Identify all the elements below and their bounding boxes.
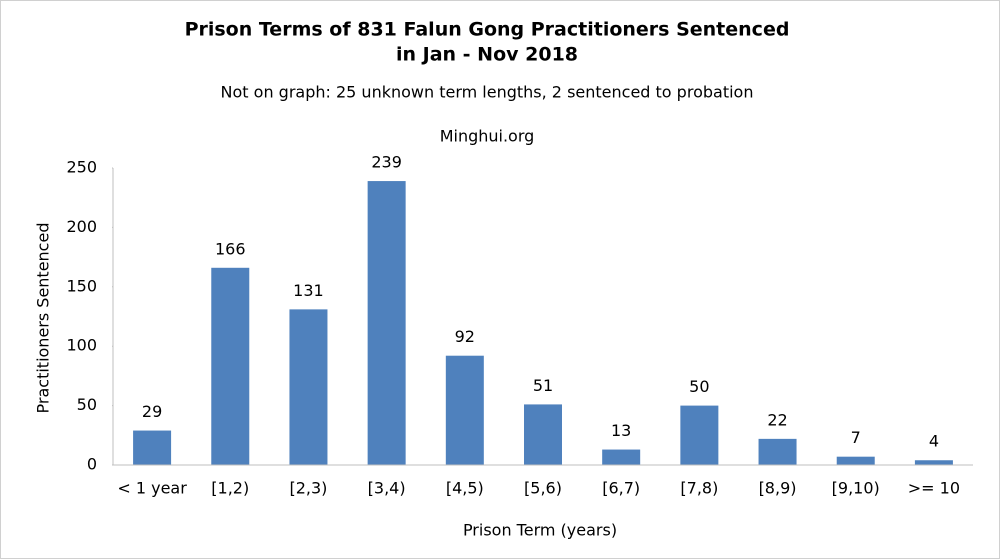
y-tick-label: 150: [66, 276, 97, 295]
x-tick-label: [4,5): [446, 479, 484, 498]
data-label: 50: [689, 377, 709, 396]
data-label: 4: [929, 432, 939, 451]
y-tick-label: 250: [66, 158, 97, 177]
data-label: 51: [533, 376, 553, 395]
data-label: 166: [215, 239, 246, 258]
data-label: 131: [293, 281, 324, 300]
data-label: 239: [371, 153, 402, 172]
bar: [367, 181, 406, 465]
data-label: 13: [611, 421, 631, 440]
y-tick-label: 0: [87, 455, 97, 474]
chart-subtitle: Not on graph: 25 unknown term lengths, 2…: [221, 83, 754, 102]
bar: [133, 430, 172, 465]
bar: [836, 456, 875, 465]
bar: [289, 309, 328, 465]
bar: [914, 460, 953, 465]
data-label: 29: [142, 402, 162, 421]
x-tick-label: [1,2): [211, 479, 249, 498]
x-tick-label: [6,7): [602, 479, 640, 498]
x-tick-label: >= 10: [908, 479, 960, 498]
x-tick-label: [9,10): [832, 479, 880, 498]
x-tick-label: [5,6): [524, 479, 562, 498]
x-tick-label: [3,4): [368, 479, 406, 498]
data-label: 7: [851, 428, 861, 447]
x-tick-label: < 1 year: [117, 479, 187, 498]
bar: [524, 404, 562, 465]
data-label: 22: [767, 410, 787, 429]
bar: [602, 449, 641, 465]
chart-title: in Jan - Nov 2018: [396, 44, 578, 66]
data-label: 92: [455, 327, 475, 346]
bar: [758, 438, 797, 465]
chart-title: Prison Terms of 831 Falun Gong Practitio…: [185, 19, 790, 41]
y-tick-label: 200: [66, 217, 97, 236]
bar: [211, 267, 250, 465]
x-tick-label: [2,3): [289, 479, 327, 498]
y-tick-label: 50: [77, 395, 97, 414]
annotation: Minghui.org: [440, 127, 535, 146]
bar: [680, 405, 719, 465]
bar: [445, 355, 484, 465]
x-axis-label: Prison Term (years): [463, 521, 617, 540]
x-tick-label: [7,8): [680, 479, 718, 498]
y-tick-label: 100: [66, 336, 97, 355]
x-tick-label: [8,9): [759, 479, 797, 498]
y-axis-label: Practitioners Sentenced: [34, 223, 53, 414]
